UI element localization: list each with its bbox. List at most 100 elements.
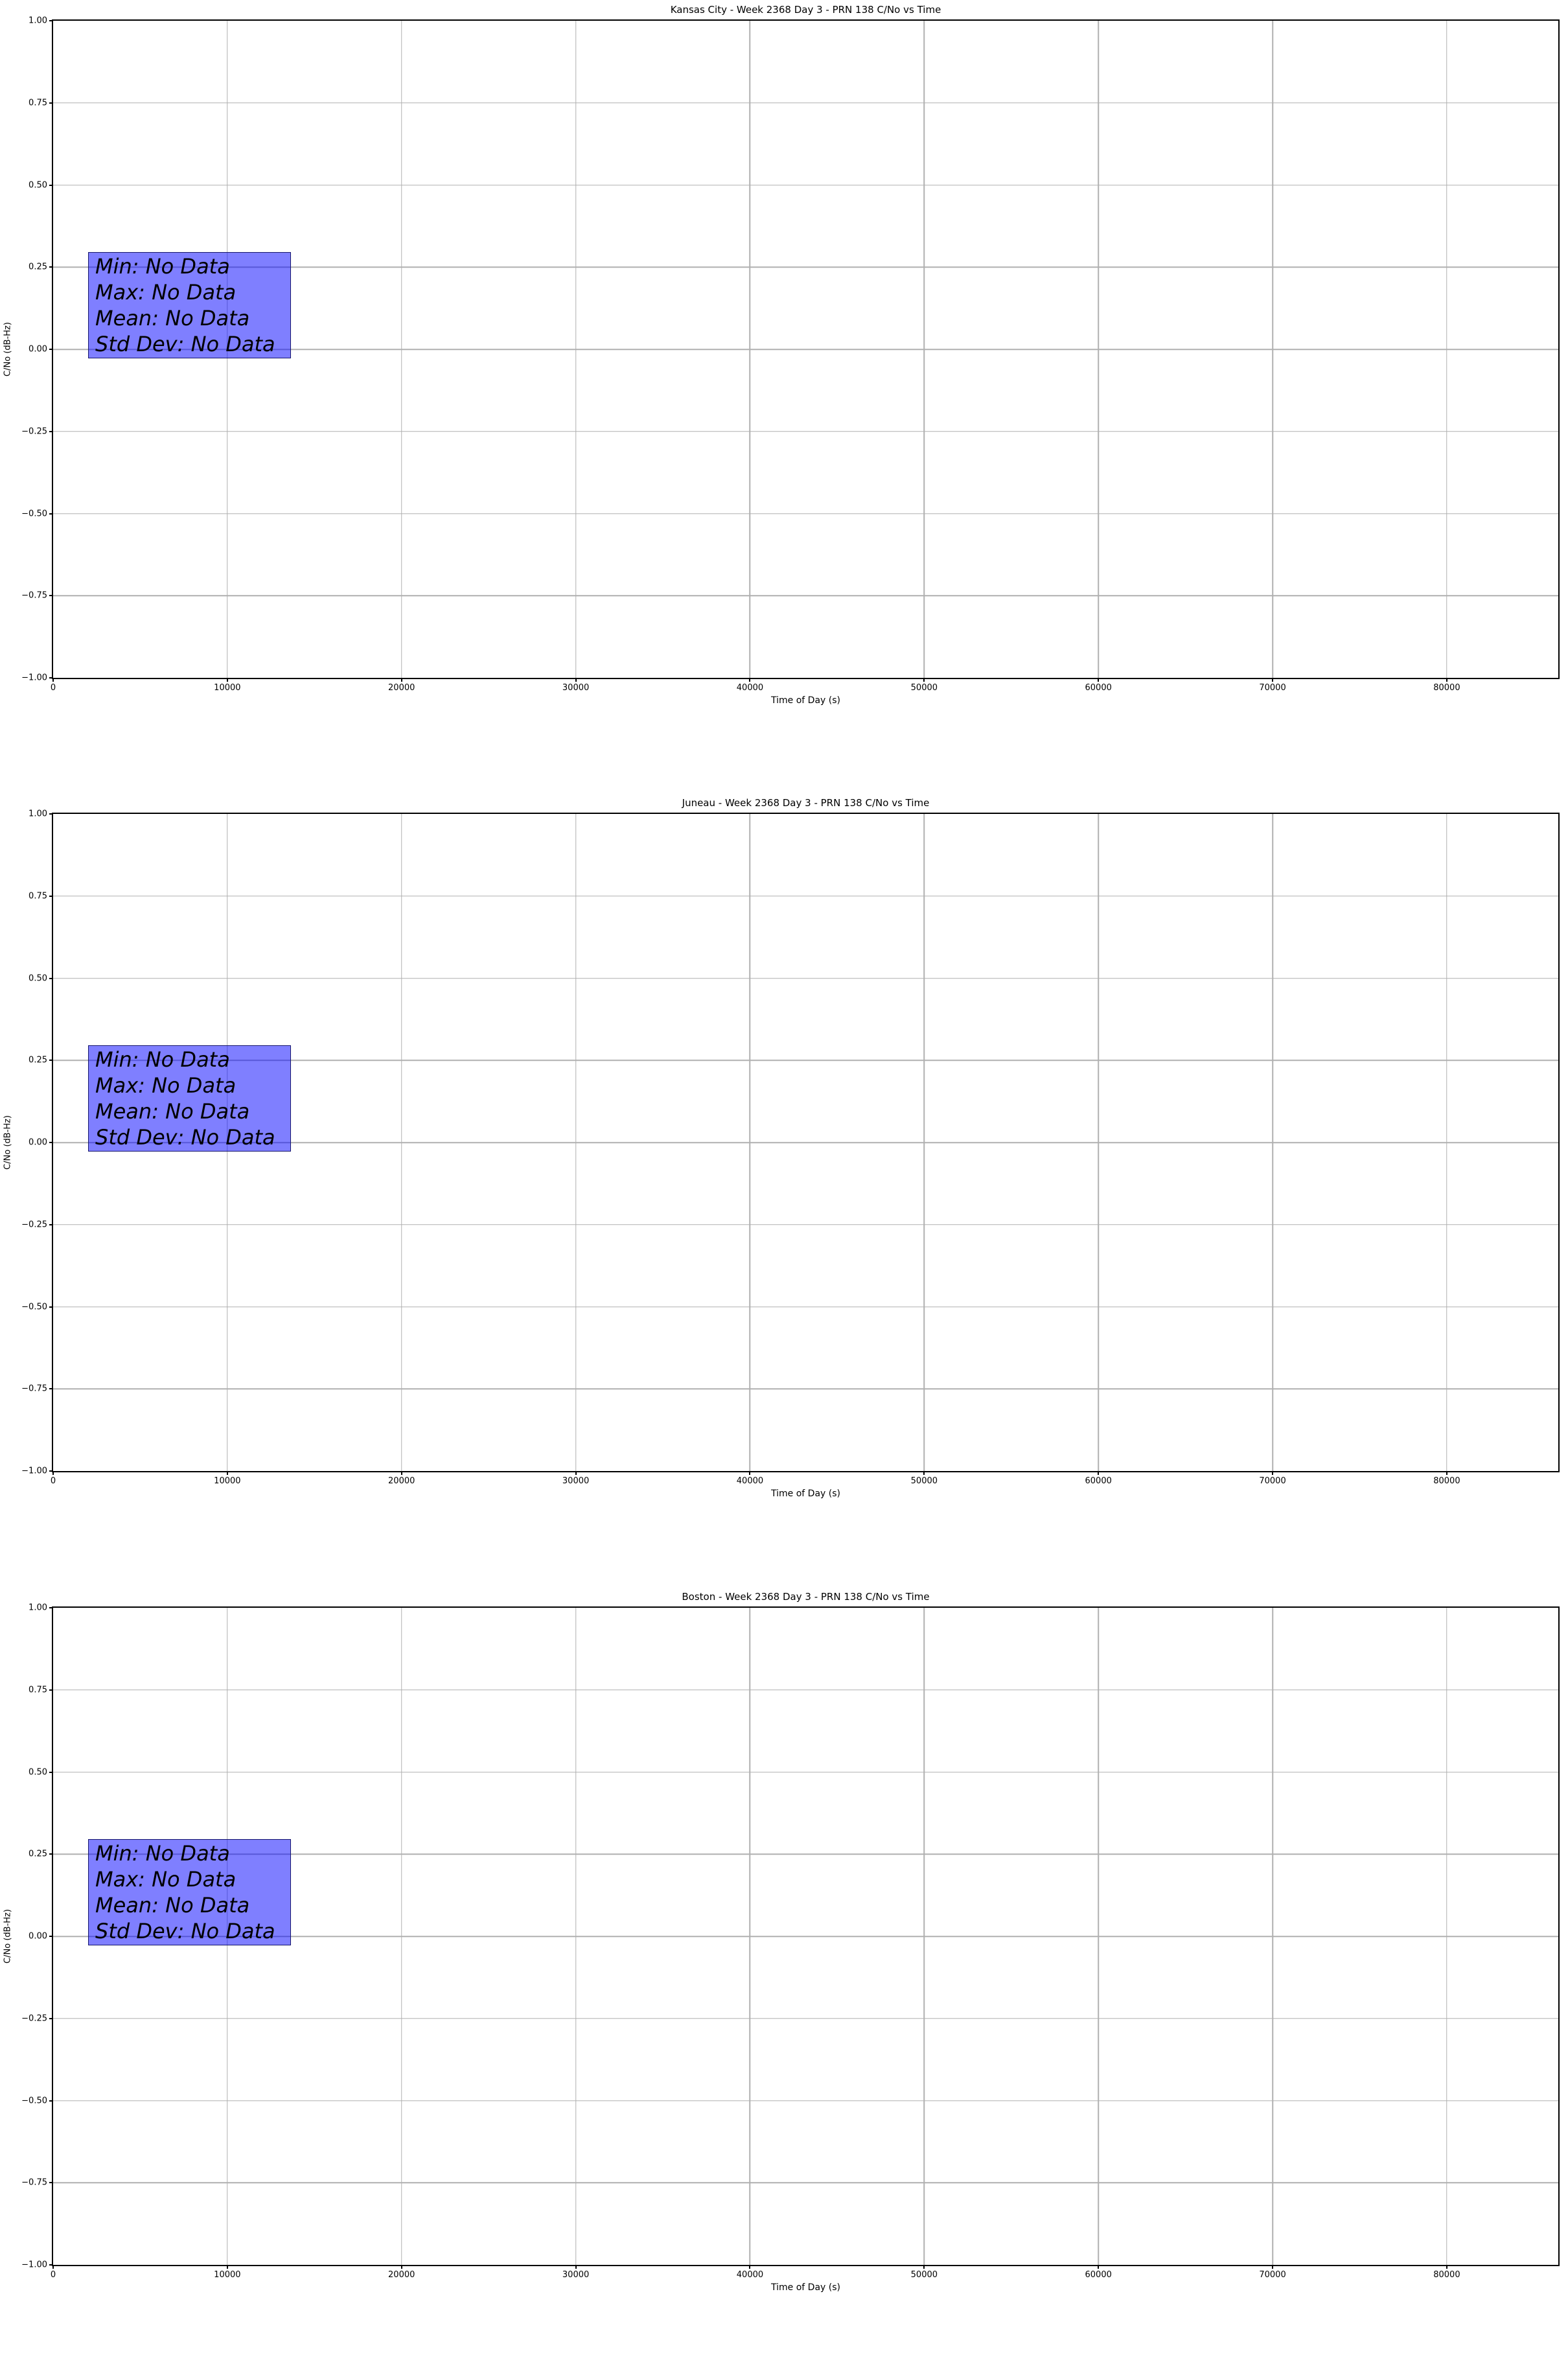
x-tick-mark (749, 2265, 751, 2269)
x-tick-mark (749, 1471, 751, 1475)
x-tick-label: 70000 (1259, 1476, 1286, 1486)
y-tick-label: 0.50 (29, 1767, 47, 1777)
stats-line-max: Max: No Data (95, 280, 236, 305)
y-tick-label: −0.25 (21, 2013, 47, 2024)
chart-title: Juneau - Week 2368 Day 3 - PRN 138 C/No … (682, 797, 930, 809)
x-tick-mark (226, 678, 228, 682)
y-gridline (53, 349, 1558, 350)
y-tick-label: 1.00 (29, 809, 47, 819)
y-gridline (53, 1142, 1558, 1143)
x-tick-mark (1272, 1471, 1274, 1475)
stats-line-min: Min: No Data (95, 1841, 230, 1866)
y-tick-label: 1.00 (29, 1603, 47, 1613)
x-tick-label: 30000 (562, 683, 590, 693)
y-axis-label: C/No (dB-Hz) (3, 1115, 13, 1170)
x-tick-label: 20000 (388, 1476, 415, 1486)
x-tick-mark (1098, 1471, 1100, 1475)
plot-area: Min: No Data Max: No Data Mean: No Data … (21, 809, 1560, 1486)
x-tick-label: 80000 (1433, 2270, 1460, 2280)
x-tick-mark (923, 2265, 925, 2269)
chart-figure-juneau: Juneau - Week 2368 Day 3 - PRN 138 C/No … (0, 793, 1568, 1559)
x-tick-mark (52, 678, 54, 682)
y-gridline (53, 431, 1558, 432)
y-tick-mark (49, 349, 53, 350)
y-tick-mark (49, 2100, 53, 2102)
y-tick-label: 1.00 (29, 16, 47, 26)
x-tick-mark (923, 1471, 925, 1475)
y-tick-label: 0.00 (29, 1931, 47, 1942)
y-tick-label: 0.25 (29, 1055, 47, 1065)
y-tick-mark (49, 1060, 53, 1061)
y-tick-label: −0.75 (21, 590, 47, 601)
y-tick-label: −1.00 (21, 2260, 47, 2270)
y-tick-mark (49, 1607, 53, 1608)
y-tick-mark (49, 20, 53, 21)
stats-box: Min: No Data Max: No Data Mean: No Data … (88, 252, 291, 358)
x-axis-label: Time of Day (s) (771, 2282, 840, 2293)
figure-canvas: { "colors": { "grid": "#b0b0b0", "spine"… (0, 0, 1568, 2293)
y-gridline (53, 595, 1558, 596)
y-tick-mark (49, 2182, 53, 2184)
chart-title: Kansas City - Week 2368 Day 3 - PRN 138 … (670, 4, 941, 16)
x-tick-label: 80000 (1433, 1476, 1460, 1486)
y-tick-label: 0.00 (29, 1137, 47, 1148)
x-tick-label: 50000 (910, 2270, 938, 2280)
y-gridline (53, 1224, 1558, 1225)
x-tick-label: 10000 (214, 683, 241, 693)
x-tick-mark (749, 678, 751, 682)
stats-line-stddev: Std Dev: No Data (95, 332, 275, 356)
y-tick-label: −0.75 (21, 1384, 47, 1394)
x-tick-label: 20000 (388, 683, 415, 693)
x-tick-label: 10000 (214, 2270, 241, 2280)
x-tick-label: 80000 (1433, 683, 1460, 693)
stats-line-max: Max: No Data (95, 1073, 236, 1098)
y-tick-label: 0.25 (29, 262, 47, 272)
y-tick-label: −0.25 (21, 1220, 47, 1230)
plot-area: Min: No Data Max: No Data Mean: No Data … (21, 16, 1560, 693)
y-gridline (53, 1388, 1558, 1389)
x-axis-label: Time of Day (s) (771, 695, 840, 706)
stats-line-min: Min: No Data (95, 254, 230, 279)
stats-box: Min: No Data Max: No Data Mean: No Data … (88, 1839, 291, 1945)
stats-line-stddev: Std Dev: No Data (95, 1125, 275, 1150)
y-tick-mark (49, 102, 53, 104)
stats-line-mean: Mean: No Data (95, 1893, 250, 1918)
x-tick-mark (923, 678, 925, 682)
y-tick-label: −0.50 (21, 1302, 47, 1312)
y-tick-label: 0.50 (29, 973, 47, 983)
stats-line-mean: Mean: No Data (95, 306, 250, 330)
x-tick-label: 50000 (910, 1476, 938, 1486)
x-tick-label: 40000 (736, 683, 764, 693)
y-tick-mark (49, 1853, 53, 1855)
stats-line-max: Max: No Data (95, 1867, 236, 1892)
plot-area: Min: No Data Max: No Data Mean: No Data … (21, 1603, 1560, 2280)
y-gridline (53, 1853, 1558, 1855)
y-tick-mark (49, 266, 53, 268)
x-axis-label: Time of Day (s) (771, 1489, 840, 1499)
y-tick-label: 0.50 (29, 180, 47, 190)
x-tick-mark (575, 678, 577, 682)
y-tick-mark (49, 430, 53, 432)
y-gridline (53, 102, 1558, 104)
y-gridline (53, 1689, 1558, 1691)
y-tick-label: −1.00 (21, 673, 47, 683)
y-tick-label: −0.50 (21, 509, 47, 518)
y-tick-label: 0.75 (29, 1685, 47, 1695)
y-tick-label: −1.00 (21, 1466, 47, 1476)
x-tick-label: 50000 (910, 683, 938, 693)
x-tick-mark (400, 1471, 402, 1475)
y-gridline (53, 266, 1558, 268)
x-tick-mark (575, 1471, 577, 1475)
y-gridline (53, 977, 1558, 979)
x-tick-label: 30000 (562, 2270, 590, 2280)
stats-line-stddev: Std Dev: No Data (95, 1919, 275, 1943)
x-tick-label: 40000 (736, 1476, 764, 1486)
x-tick-label: 0 (50, 683, 56, 693)
x-tick-mark (1098, 2265, 1100, 2269)
stats-box: Min: No Data Max: No Data Mean: No Data … (88, 1045, 291, 1152)
x-tick-mark (52, 2265, 54, 2269)
stats-line-mean: Mean: No Data (95, 1099, 250, 1124)
y-tick-label: −0.50 (21, 2096, 47, 2105)
chart-figure-kansas-city: Kansas City - Week 2368 Day 3 - PRN 138 … (0, 0, 1568, 766)
x-tick-label: 60000 (1085, 1476, 1112, 1486)
